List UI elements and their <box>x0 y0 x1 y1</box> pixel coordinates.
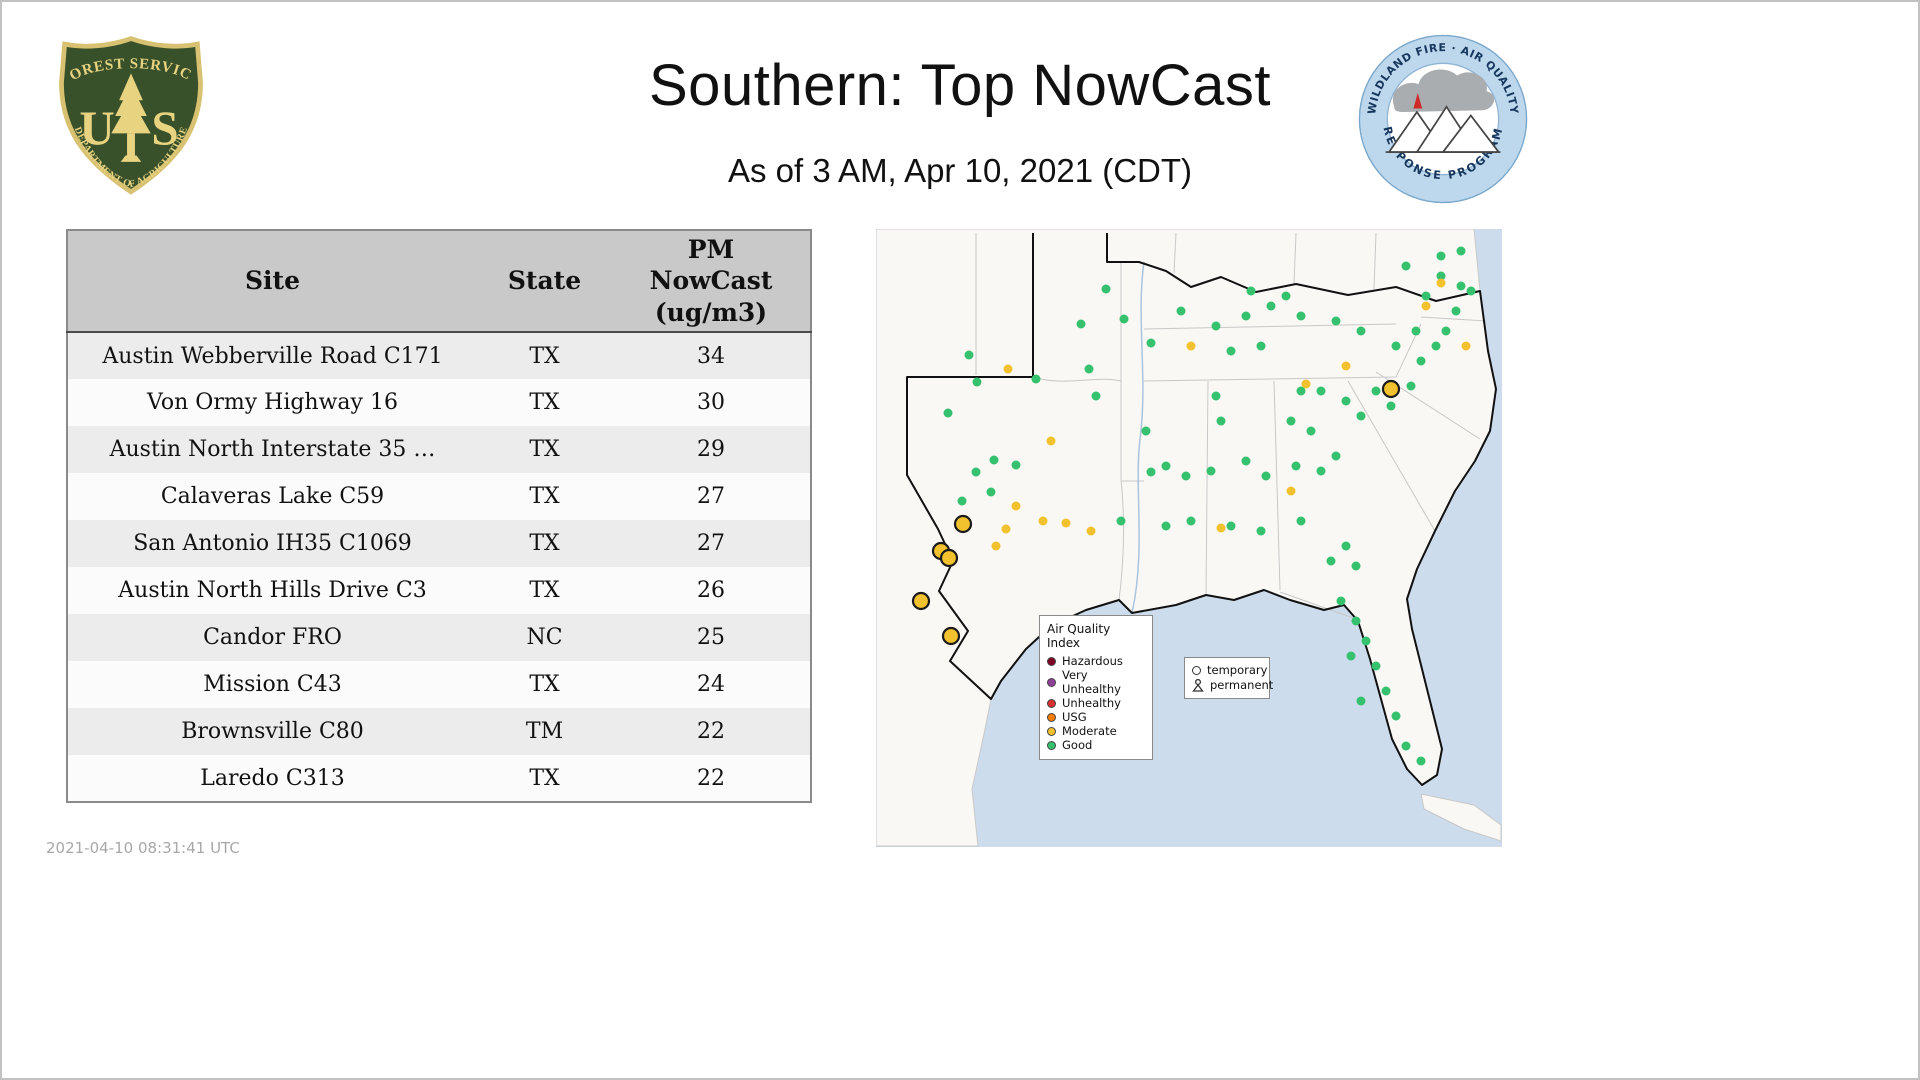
state-cell: TX <box>529 531 560 556</box>
value-cell: 29 <box>697 437 725 462</box>
marker-label: permanent <box>1210 678 1274 692</box>
state-cell: TX <box>529 578 560 603</box>
fs-letter-s: S <box>151 100 178 155</box>
page-title: Southern: Top NowCast <box>649 53 1271 118</box>
legend-label: Very Unhealthy <box>1062 668 1121 696</box>
value-cell: 24 <box>697 672 725 697</box>
pine-tree-icon <box>111 73 151 162</box>
legend-label: USG <box>1062 710 1087 724</box>
site-cell: Austin North Hills Drive C3 <box>118 578 427 603</box>
table-row: Candor FRO NC 25 <box>67 614 811 661</box>
state-cell: NC <box>526 625 563 650</box>
state-cell: TX <box>529 343 560 369</box>
site-cell: Austin Webberville Road C171 <box>102 343 443 369</box>
value-cell: 22 <box>697 765 725 791</box>
mountains-icon <box>1385 105 1501 153</box>
value-cell: 30 <box>697 390 725 415</box>
map-canvas <box>876 229 1502 847</box>
page-subtitle: As of 3 AM, Apr 10, 2021 (CDT) <box>727 152 1193 189</box>
legend-label: Hazardous <box>1062 654 1123 668</box>
value-cell: 27 <box>697 531 725 556</box>
legend-swatch <box>1047 698 1056 708</box>
legend-swatch <box>1047 712 1056 722</box>
legend-label: Unhealthy <box>1062 696 1121 710</box>
table-row: Austin North Interstate 35 … TX 29 <box>67 426 811 473</box>
nowcast-table: Site State PM NowCast (ug/m3) Austin Web… <box>66 229 812 803</box>
value-cell: 25 <box>697 625 725 650</box>
table-row: Calaveras Lake C59 TX 27 <box>67 473 811 520</box>
legend-swatch <box>1047 726 1056 736</box>
airfire-logo: WILDLAND FIRE · AIR QUALITY RESPONSE PRO… <box>1358 34 1528 204</box>
legend-swatch <box>1047 656 1056 666</box>
value-cell: 27 <box>697 484 725 509</box>
state-cell: TX <box>529 484 560 509</box>
legend-item: Unhealthy <box>1047 696 1145 710</box>
legend-swatch <box>1047 740 1056 750</box>
site-cell: Mission C43 <box>203 672 342 697</box>
column-header-state: State <box>477 230 612 333</box>
site-cell: Calaveras Lake C59 <box>160 484 385 509</box>
site-cell: San Antonio IH35 C1069 <box>133 531 412 556</box>
marker-label: temporary <box>1207 663 1268 677</box>
permanent-marker-icon <box>1192 679 1204 692</box>
legend-item: Good <box>1047 738 1145 752</box>
site-cell: Austin North Interstate 35 … <box>109 437 436 462</box>
fs-letter-u: U <box>79 100 114 155</box>
table-row: Austin North Hills Drive C3 TX 26 <box>67 567 811 614</box>
table-row: Von Ormy Highway 16 TX 30 <box>67 379 811 426</box>
marker-row: temporary <box>1192 663 1267 678</box>
state-cell: TM <box>525 719 564 744</box>
legend-title: Air Quality Index <box>1047 622 1111 650</box>
marker-row: permanent <box>1192 678 1273 693</box>
legend-item: Very Unhealthy <box>1047 668 1145 696</box>
marker-legend: temporary permanent <box>1184 657 1273 699</box>
flame-icon <box>1413 92 1423 109</box>
table-row: Laredo C313 TX 22 <box>67 755 811 802</box>
column-header-site: Site <box>67 230 477 333</box>
legend-item: Moderate <box>1047 724 1145 738</box>
generated-timestamp: 2021-04-10 08:31:41 UTC <box>46 839 240 857</box>
legend-label: Moderate <box>1062 724 1117 738</box>
table-row: Brownsville C80 TM 22 <box>67 708 811 755</box>
state-cell: TX <box>529 390 560 415</box>
site-cell: Von Ormy Highway 16 <box>147 390 398 415</box>
legend-item: Hazardous <box>1047 654 1145 668</box>
legend-item: USG <box>1047 710 1145 724</box>
table-header-row: Site State PM NowCast (ug/m3) <box>67 230 811 333</box>
site-cell: Laredo C313 <box>200 765 345 791</box>
site-cell: Brownsville C80 <box>181 719 364 744</box>
cuba <box>1420 793 1502 842</box>
aqi-map: Air Quality Index Hazardous Very Unhealt… <box>876 229 1502 847</box>
monitor-dots <box>911 246 1476 766</box>
table-row: Mission C43 TX 24 <box>67 661 811 708</box>
region-outline <box>906 233 1497 786</box>
forest-service-logo: FOREST SERVICE U S DEPARTMENT OF AGRICUL… <box>52 33 203 195</box>
legend-swatch <box>1047 677 1056 687</box>
column-header-pm: PM NowCast (ug/m3) <box>612 230 811 333</box>
value-cell: 34 <box>697 343 725 369</box>
value-cell: 26 <box>697 578 725 603</box>
state-cell: TX <box>529 765 560 791</box>
state-cell: TX <box>529 437 560 462</box>
state-cell: TX <box>529 672 560 697</box>
site-cell: Candor FRO <box>203 625 342 650</box>
table-row: Austin Webberville Road C171 TX 34 <box>67 332 811 379</box>
state-borders <box>975 232 1487 620</box>
aqi-legend: Air Quality Index Hazardous Very Unhealt… <box>1039 615 1153 760</box>
temporary-marker-icon <box>1192 666 1201 675</box>
legend-label: Good <box>1062 738 1093 752</box>
table-row: San Antonio IH35 C1069 TX 27 <box>67 520 811 567</box>
value-cell: 22 <box>697 719 725 744</box>
